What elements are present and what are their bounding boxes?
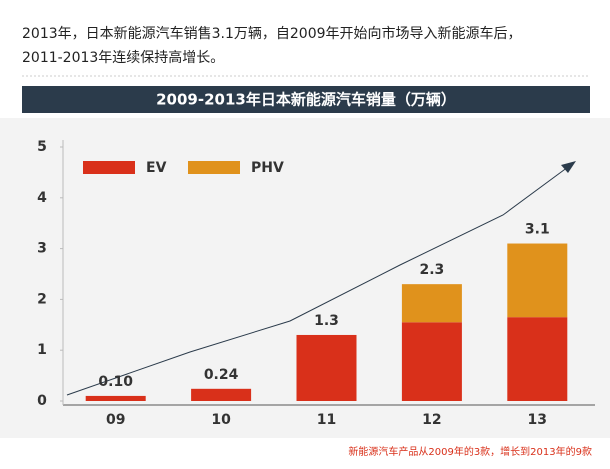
bar (296, 334, 357, 401)
total-label: 2.3 (419, 262, 444, 278)
y-tick-label: 4 (37, 190, 47, 206)
footnote: 新能源汽车产品从2009年的3款，增长到2013年的9款 (348, 445, 592, 458)
total-label: 1.3 (314, 313, 339, 329)
trend-arrow (66, 166, 569, 396)
arrow-head (561, 161, 576, 173)
bar (401, 284, 462, 323)
bar (507, 243, 568, 318)
y-tick-label: 3 (37, 241, 47, 257)
x-tick-label: 13 (528, 412, 547, 428)
total-label: 3.1 (525, 222, 550, 238)
bar (85, 395, 146, 401)
total-label: 0.10 (98, 374, 133, 390)
title-bar (22, 86, 590, 113)
legend-swatch (83, 161, 135, 174)
bar (401, 322, 462, 401)
y-tick-label: 1 (37, 342, 47, 358)
intro-line: 2013年，日本新能源汽车销售3.1万辆，自2009年开始向市场导入新能源车后， (22, 26, 522, 42)
total-label: 0.24 (204, 367, 239, 383)
legend-label: EV (146, 160, 167, 176)
intro: 2013年，日本新能源汽车销售3.1万辆，自2009年开始向市场导入新能源车后，… (22, 22, 522, 70)
bar (191, 388, 252, 401)
x-tick-label: 10 (211, 412, 231, 428)
chart-title: 2009-2013年日本新能源汽车销量（万辆） (156, 91, 456, 109)
legend-swatch (188, 161, 240, 174)
x-tick-label: 12 (422, 412, 441, 428)
intro-line: 2011-2013年连续保持高增长。 (22, 50, 225, 66)
y-tick-label: 2 (37, 291, 47, 307)
legend-label: PHV (251, 160, 284, 176)
x-tick-label: 09 (106, 412, 125, 428)
y-tick-label: 5 (37, 139, 47, 155)
bar (507, 317, 568, 401)
y-tick-label: 0 (37, 393, 47, 409)
x-tick-label: 11 (317, 412, 336, 428)
